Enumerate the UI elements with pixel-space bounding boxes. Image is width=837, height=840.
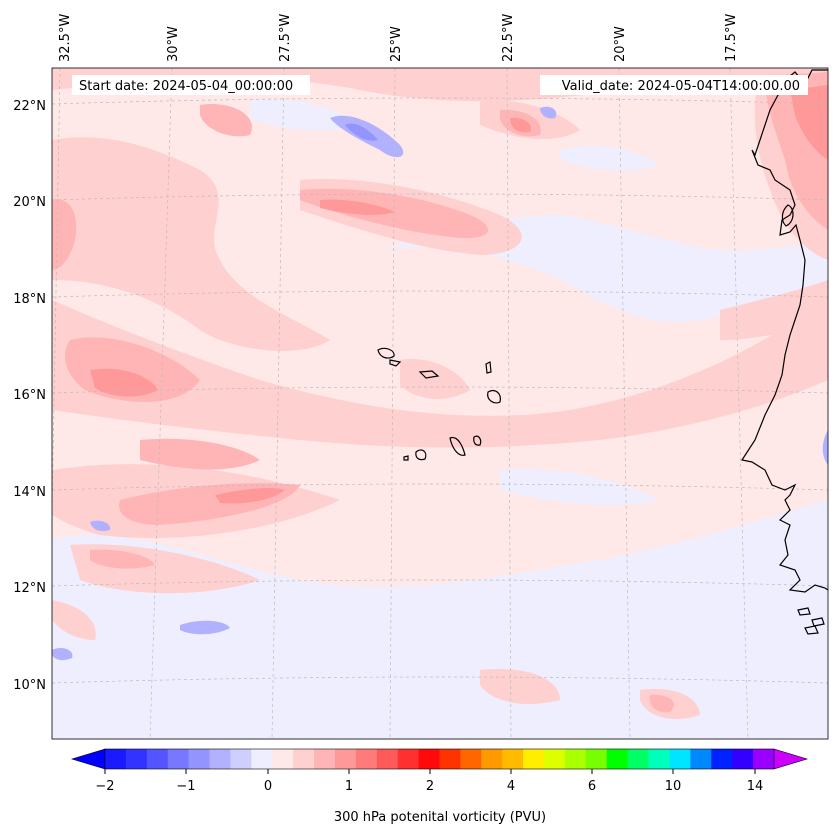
lon-label: 27.5°W	[278, 14, 293, 62]
colorbar-tick-label: −2	[95, 779, 114, 794]
island-bijagos-2	[811, 617, 825, 627]
colorbar-segment	[376, 749, 399, 769]
colorbar-segment	[481, 749, 503, 769]
colorbar-segment	[669, 749, 691, 769]
valid-date-box	[540, 75, 808, 95]
island-maio	[473, 435, 482, 446]
colorbar-segment	[167, 749, 190, 769]
lat-label: 18°N	[13, 292, 46, 307]
colorbar-tick-label: 2	[426, 779, 434, 794]
colorbar-segment	[293, 749, 315, 769]
colorbar-segment	[209, 749, 231, 769]
west-africa-coast	[741, 69, 828, 593]
colorbar-segment	[355, 749, 378, 769]
colorbar-ticks: −2 −1 0 1 2 4 6 10 14	[95, 769, 763, 794]
lon-label: 22.5°W	[501, 14, 516, 62]
colorbar-segment	[711, 749, 733, 769]
lat-label: 16°N	[13, 388, 46, 403]
colorbar-segment	[627, 749, 650, 769]
colorbar-segment	[585, 749, 608, 769]
latitude-labels: 22°N 20°N 18°N 16°N 14°N 12°N 10°N	[13, 99, 46, 693]
colorbar-segment	[230, 749, 252, 769]
colorbar-segment	[146, 749, 169, 769]
coast-inlet	[781, 204, 794, 227]
island-sao-vicente	[389, 359, 402, 367]
colorbar-segment	[439, 749, 461, 769]
colorbar-tick-label: 0	[264, 779, 272, 794]
colorbar-tick-label: 14	[747, 779, 764, 794]
lat-label: 14°N	[13, 485, 46, 500]
lon-label: 25°W	[389, 26, 404, 62]
longitude-labels: 32.5°W 30°W 27.5°W 25°W 22.5°W 20°W 17.5…	[58, 14, 739, 62]
colorbar-under-arrow	[70, 748, 106, 770]
colorbar-segment	[460, 749, 482, 769]
coastlines	[377, 69, 828, 635]
colorbar-segment	[502, 749, 524, 769]
map-frame	[51, 67, 829, 740]
lat-label: 20°N	[13, 195, 46, 210]
graticule	[52, 68, 828, 739]
colorbar-frame	[104, 748, 775, 770]
colorbar-segment	[397, 749, 420, 769]
colorbar-segment	[125, 749, 148, 769]
lon-label: 17.5°W	[724, 14, 739, 62]
colorbar-tick-label: 4	[507, 779, 515, 794]
colorbar-segment	[544, 749, 566, 769]
colorbar-segment	[251, 749, 273, 769]
colorbar-title: 300 hPa potenital vorticity (PVU)	[334, 810, 546, 825]
pv-contours	[52, 68, 828, 739]
colorbar-tick-label: −1	[176, 779, 195, 794]
lon-label: 20°W	[613, 26, 628, 62]
colorbar: −2 −1 0 1 2 4 6 10 14 300 hPa potenital …	[70, 748, 809, 825]
colorbar-over-arrow	[773, 748, 809, 770]
colorbar-segment	[753, 749, 775, 769]
island-santo-antao	[377, 347, 395, 359]
start-date-label: Start date: 2024-05-04_00:00:00	[79, 79, 293, 94]
colorbar-tick-label: 10	[665, 779, 682, 794]
valid-date-label: Valid_date: 2024-05-04T14:00:00.00	[562, 79, 800, 94]
lat-label: 12°N	[13, 581, 46, 596]
lat-label: 22°N	[13, 99, 46, 114]
lon-label: 30°W	[166, 26, 181, 62]
colorbar-segment	[690, 749, 712, 769]
island-sao-nicolau	[418, 370, 440, 379]
island-bijagos-3	[804, 625, 819, 635]
colorbar-segment	[564, 749, 587, 769]
colorbar-segment	[523, 749, 545, 769]
colorbar-segments	[105, 749, 775, 769]
colorbar-segment	[732, 749, 754, 769]
colorbar-segment	[648, 749, 670, 769]
colorbar-segment	[334, 749, 357, 769]
lon-label: 32.5°W	[58, 14, 73, 62]
start-date-box	[72, 75, 310, 95]
island-fogo	[415, 449, 427, 461]
colorbar-tick-label: 1	[345, 779, 353, 794]
colorbar-segment	[188, 749, 211, 769]
island-bijagos-1	[797, 607, 811, 616]
colorbar-segment	[314, 749, 336, 769]
colorbar-segment	[418, 749, 440, 769]
island-brava	[403, 455, 409, 461]
island-sal	[485, 361, 492, 374]
colorbar-segment	[606, 749, 629, 769]
colorbar-tick-label: 6	[588, 779, 596, 794]
island-santiago	[449, 436, 466, 456]
lat-label: 10°N	[13, 678, 46, 693]
colorbar-segment	[272, 749, 294, 769]
island-boa-vista	[487, 390, 501, 404]
colorbar-segment	[105, 749, 127, 769]
